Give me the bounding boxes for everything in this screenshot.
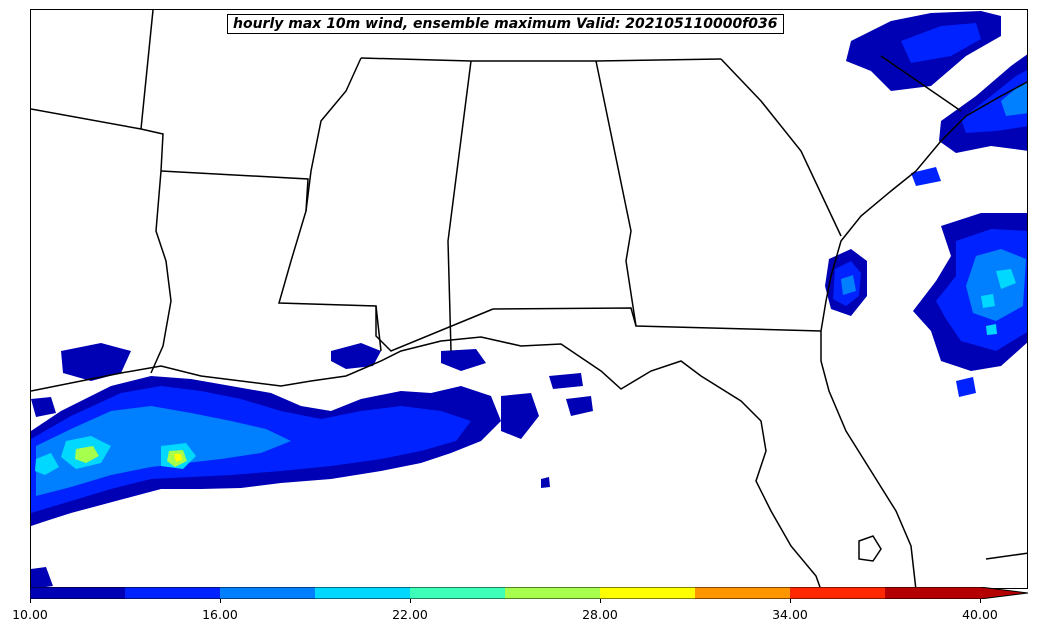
wind-blob-small-4: [31, 567, 53, 588]
wind-blob-small-3: [31, 397, 56, 417]
colorbar-extend-arrow: [980, 587, 1028, 599]
wind-patch-cyan-3: [35, 453, 59, 475]
wind-blob-la: [331, 343, 381, 369]
wind-carolina-top-in: [901, 23, 981, 63]
wind-peak-2-core: [174, 454, 182, 462]
wind-blob-small-1: [541, 477, 550, 488]
colorbar-tick-mark: [30, 599, 31, 603]
state-line-al-ga: [595, 60, 822, 332]
map-title: hourly max 10m wind, ensemble maximum Va…: [227, 14, 784, 34]
coast-tx-la: [31, 336, 822, 588]
colorbar-tick-label: 28.00: [582, 607, 618, 622]
colorbar-segment: [220, 587, 316, 599]
state-line-al-fl: [492, 307, 637, 327]
colorbar-tick-mark: [790, 599, 791, 603]
map-svg: [31, 10, 1027, 588]
colorbar-segment: [410, 587, 506, 599]
colorbar-tick-mark: [410, 599, 411, 603]
colorbar-segment: [695, 587, 791, 599]
state-line-ms-la: [375, 306, 494, 352]
coast-fl-keys: [985, 552, 1027, 560]
colorbar: [30, 587, 1028, 599]
state-line-tx: [140, 10, 154, 130]
state-line-ar-ms: [160, 170, 382, 352]
coast-fl-east: [820, 331, 917, 588]
wind-atlantic-small: [956, 377, 976, 397]
wind-blob-ga-core: [841, 275, 856, 295]
wind-carolina-light: [1001, 82, 1027, 116]
state-line-la-tx: [150, 170, 172, 374]
wind-blob-la-2: [61, 343, 131, 381]
state-line-tn: [360, 57, 722, 62]
wind-atlantic-cyan-1: [996, 269, 1016, 289]
colorbar-segment: [885, 587, 981, 599]
colorbar-segment: [790, 587, 886, 599]
mississippi-river: [305, 57, 362, 212]
colorbar-tick-mark: [600, 599, 601, 603]
wind-atlantic-cyan-3: [986, 324, 997, 335]
map-frame: [30, 9, 1028, 589]
colorbar-tick-label: 16.00: [202, 607, 238, 622]
colorbar-segment: [600, 587, 696, 599]
colorbar-tick-mark: [980, 599, 981, 603]
wind-blob-fl: [566, 396, 593, 416]
colorbar-tick-label: 22.00: [392, 607, 428, 622]
boundaries: [31, 10, 1027, 588]
colorbar-tick-label: 10.00: [12, 607, 48, 622]
wind-contours: [31, 11, 1027, 588]
colorbar-outline: [30, 587, 1028, 599]
wind-blob-small-2: [549, 373, 583, 389]
wind-blob-al: [501, 393, 539, 439]
colorbar-segment: [30, 587, 126, 599]
colorbar-segment: [125, 587, 221, 599]
colorbar-tick-label: 40.00: [962, 607, 998, 622]
colorbar-segment: [315, 587, 411, 599]
coast-ga-sc: [820, 81, 1027, 332]
wind-blob-sc: [911, 167, 941, 186]
wind-blob-ms: [441, 349, 486, 371]
wind-peak-1: [75, 446, 99, 463]
state-line-ar-la: [31, 108, 164, 172]
lake-okeechobee: [858, 535, 882, 562]
colorbar-segment: [505, 587, 601, 599]
colorbar-tick-mark: [220, 599, 221, 603]
wind-atlantic-cyan-2: [981, 294, 995, 308]
state-line-nc-sc: [880, 55, 962, 112]
state-line-ms-al: [447, 60, 472, 352]
state-line-ga-sc: [720, 58, 842, 237]
wind-atlantic-light: [966, 249, 1026, 321]
wind-carolina-mid: [961, 70, 1027, 133]
colorbar-tick-label: 34.00: [772, 607, 808, 622]
